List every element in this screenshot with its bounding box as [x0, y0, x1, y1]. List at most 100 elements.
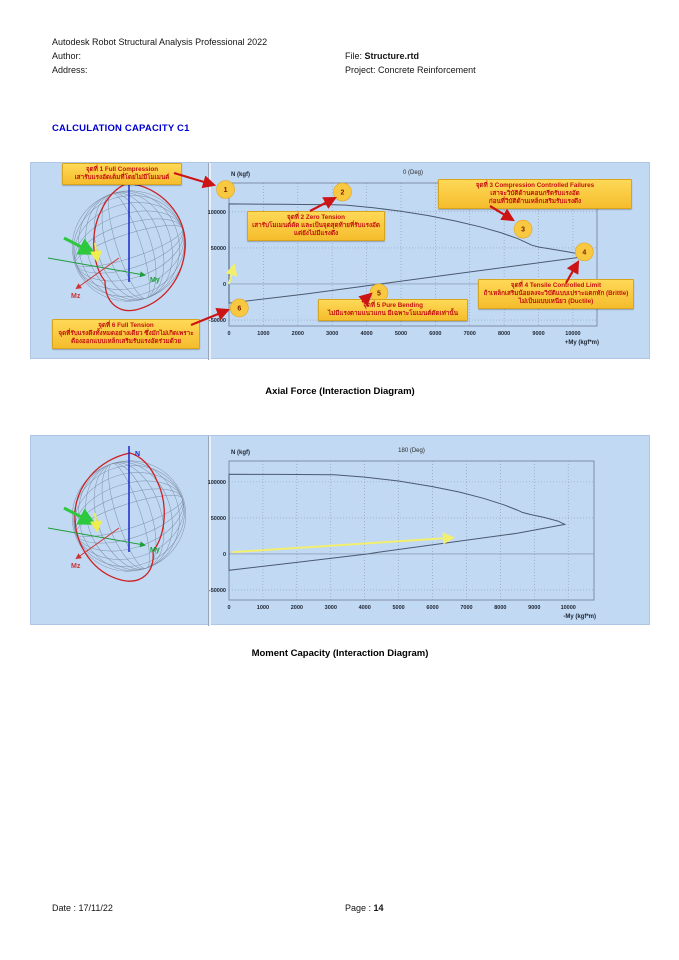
svg-text:0: 0 — [227, 605, 230, 611]
svg-text:4: 4 — [582, 249, 586, 256]
svg-text:3: 3 — [521, 227, 525, 234]
callout-pure-bending: จุดที่ 5 Pure Bending ไม่มีแรงตามแนวแกน ม… — [318, 299, 468, 321]
svg-text:0: 0 — [223, 552, 226, 558]
point-marker-3: 3 — [513, 219, 533, 239]
callout-title: จุดที่ 5 Pure Bending — [363, 302, 423, 309]
date-label: Date : — [52, 903, 77, 913]
my-axis-label: My — [150, 277, 160, 284]
svg-text:0: 0 — [227, 331, 230, 337]
capacity-outline — [93, 182, 186, 312]
panel-separator — [208, 436, 211, 626]
point-marker-6: 6 — [230, 298, 249, 318]
svg-text:5000: 5000 — [395, 331, 407, 337]
callout-line: ถ้าเหล็กเสริมน้อยลงจะวิบัติแบบเปราะแตกหั… — [483, 290, 629, 297]
interaction-chart-180deg: 0 1000 2000 3000 4000 5000 6000 7000 8000 9000 100… — [208, 448, 596, 620]
footer-date: Date : 17/11/22 — [52, 903, 113, 913]
app-title: Autodesk Robot Structural Analysis Profe… — [52, 37, 268, 47]
svg-text:50000: 50000 — [211, 246, 226, 252]
panel-separator — [208, 163, 211, 360]
my-axis — [47, 527, 146, 548]
svg-text:8000: 8000 — [498, 331, 510, 337]
svg-text:100000: 100000 — [208, 480, 226, 486]
caption-axial-force: Axial Force (Interaction Diagram) — [265, 386, 415, 397]
x-axis-label: +My (kgf*m) — [565, 340, 599, 346]
project-value: Concrete Reinforcement — [378, 65, 476, 75]
file-row: File: Structure.rtd — [345, 51, 419, 61]
chart-grid — [229, 461, 594, 600]
svg-text:0: 0 — [223, 282, 226, 288]
callout-title: จุดที่ 4 Tensile Controlled Limit — [510, 282, 602, 289]
mz-axis — [75, 527, 120, 560]
load-vector-arrow — [232, 532, 455, 554]
callout-line: เสารับโมเมนต์ดัด และเป็นจุดสุดท้ายที่รับ… — [252, 222, 380, 229]
svg-text:8000: 8000 — [494, 605, 506, 611]
load-arrow — [90, 512, 102, 533]
my-axis-label: My — [150, 547, 160, 554]
x-tick-labels: 0 1000 2000 3000 4000 5000 6000 7000 8000 9000 100… — [227, 331, 580, 337]
svg-text:4000: 4000 — [360, 331, 372, 337]
capacity-envelope — [228, 203, 589, 304]
callout-full-tension: จุดที่ 6 Full Tension จุดที่รับแรงดึงทั้ง… — [52, 319, 200, 349]
page-label: Page : — [345, 903, 372, 913]
svg-text:5000: 5000 — [392, 605, 404, 611]
date-value: 17/11/22 — [78, 903, 113, 913]
mz-axis — [75, 257, 120, 290]
address-label: Address: — [52, 65, 88, 75]
callout-zero-tension: จุดที่ 2 Zero Tension เสารับโมเมนต์ดัด แล… — [247, 211, 385, 241]
callout-title: จุดที่ 1 Full Compression — [85, 166, 159, 173]
file-value: Structure.rtd — [364, 51, 420, 61]
page-value: 14 — [373, 903, 384, 913]
load-arrow — [90, 242, 102, 263]
svg-text:1000: 1000 — [257, 331, 269, 337]
author-label: Author: — [52, 51, 82, 61]
point-marker-1: 1 — [216, 180, 235, 199]
file-label: File: — [345, 51, 363, 61]
svg-text:10000: 10000 — [565, 331, 580, 337]
y-tick-labels: -50000 0 50000 100000 — [208, 210, 226, 324]
resultant-arrow — [63, 236, 97, 255]
callout-line: ไม่มีแรงตามแนวแกน มีเฉพาะโมเมนต์ดัดเท่าน… — [327, 310, 459, 317]
callout-title: จุดที่ 2 Zero Tension — [287, 214, 345, 221]
my-axis — [47, 257, 146, 278]
callout-line: ก่อนที่วิบัติด้านเหล็กเสริมรับแรงดึง — [488, 198, 582, 205]
svg-text:5: 5 — [377, 290, 381, 297]
point-marker-2: 2 — [333, 182, 352, 202]
interaction-chart-0deg: 0 1000 2000 3000 4000 5000 6000 7000 8000 9000 100… — [208, 170, 599, 346]
svg-text:6000: 6000 — [426, 605, 438, 611]
svg-text:2000: 2000 — [292, 331, 304, 337]
svg-text:6: 6 — [237, 305, 241, 312]
callout-line: เสาจะวิบัติด้านคอนกรีตรับแรงอัด — [490, 190, 580, 197]
load-vector-arrow — [225, 263, 238, 285]
capacity-outline — [74, 452, 165, 582]
chart-title: 0 (Deg) — [403, 170, 423, 176]
section-title: CALCULATION CAPACITY C1 — [52, 123, 190, 134]
svg-text:-50000: -50000 — [209, 318, 226, 324]
callout-line: ไม่เป็นแบบเหนียว (Ductile) — [518, 298, 594, 305]
point-marker-4: 4 — [574, 242, 594, 262]
resultant-arrow — [63, 506, 97, 525]
callout-compression-controlled: จุดที่ 3 Compression Controlled Failures… — [438, 179, 632, 209]
svg-text:7000: 7000 — [464, 331, 476, 337]
callout-line: ต้องออกแบบเหล็กเสริมรับแรงอัดร่วมด้วย — [70, 338, 182, 345]
callout-tensile-controlled: จุดที่ 4 Tensile Controlled Limit ถ้าเหล็… — [478, 279, 634, 309]
project-label: Project: — [345, 65, 376, 75]
svg-text:9000: 9000 — [532, 331, 544, 337]
svg-text:10000: 10000 — [561, 605, 576, 611]
svg-text:3000: 3000 — [325, 605, 337, 611]
chart-title: 180 (Deg) — [398, 448, 425, 454]
svg-text:-50000: -50000 — [209, 588, 226, 594]
caption-moment-capacity: Moment Capacity (Interaction Diagram) — [251, 648, 429, 659]
y-tick-labels: -50000 0 50000 100000 — [208, 480, 226, 594]
svg-text:7000: 7000 — [460, 605, 472, 611]
callout-line: จุดที่รับแรงดึงทั้งหมดอย่างเดียว ซึ่งมัก… — [58, 330, 194, 337]
callout-full-compression: จุดที่ 1 Full Compression เสารับแรงอัดเต็… — [62, 163, 182, 185]
svg-text:1000: 1000 — [257, 605, 269, 611]
svg-text:1: 1 — [224, 187, 228, 194]
svg-text:2000: 2000 — [291, 605, 303, 611]
project-row: Project: Concrete Reinforcement — [345, 65, 476, 75]
callout-title: จุดที่ 6 Full Tension — [98, 322, 154, 329]
callout-title: จุดที่ 3 Compression Controlled Failures — [475, 182, 595, 189]
